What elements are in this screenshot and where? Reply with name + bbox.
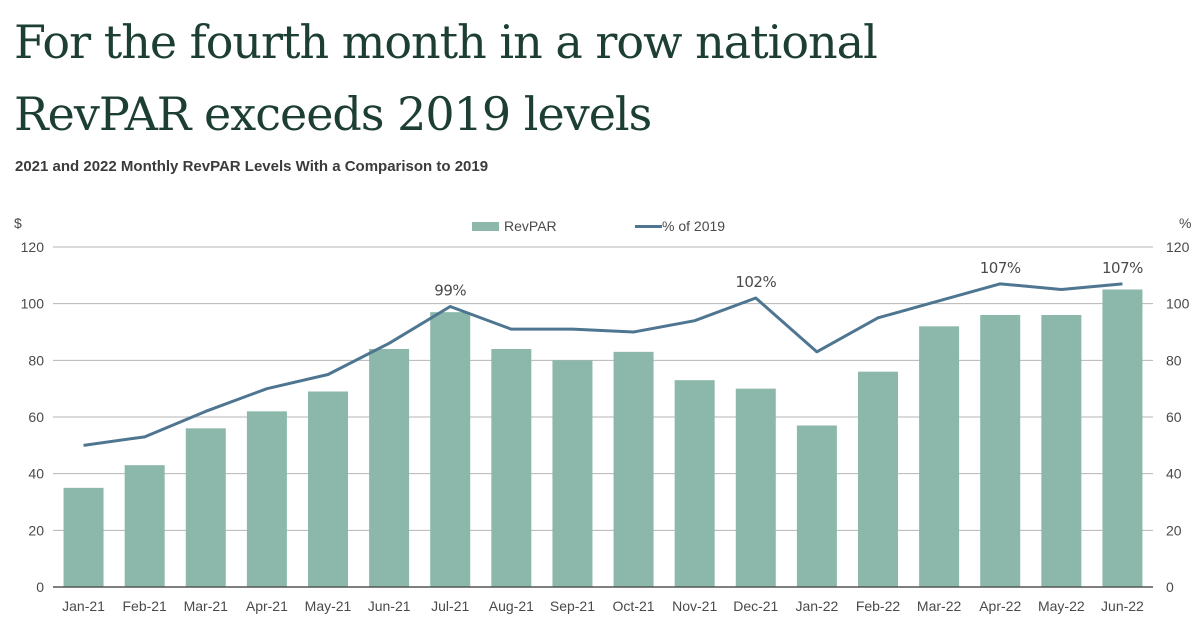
bar-jun-22 [1102,289,1143,587]
bar-mar-22 [919,326,960,587]
x-axis-tick-label: May-21 [305,598,352,614]
x-axis-tick-label: Sep-21 [550,598,595,614]
bar-nov-21 [674,380,715,587]
right-axis-tick-label: 120 [1166,239,1190,255]
title-line-1: For the fourth month in a row national [14,15,878,69]
bar-jun-21 [369,349,410,587]
x-axis-tick-label: Jun-21 [368,598,411,614]
pct-of-2019-line [83,282,1123,447]
x-axis-tick-label: Aug-21 [489,598,534,614]
left-axis-tick-label: 0 [36,579,44,595]
x-axis-tick-label: Jul-21 [431,598,469,614]
bar-oct-21 [613,351,654,587]
bar-jan-21 [63,487,104,587]
chart-subtitle: 2021 and 2022 Monthly RevPAR Levels With… [15,158,489,175]
left-axis-tick-label: 40 [28,466,44,482]
x-axis-ticks: Jan-21 Feb-21 Mar-21 Apr-21 May-21 Jun-21 Jul-… [62,598,1144,614]
x-axis-tick-label: Mar-21 [184,598,229,614]
left-axis-tick-label: 20 [28,522,44,538]
bar-jan-22 [796,425,837,587]
bar-may-22 [1041,315,1082,587]
x-axis-tick-label: Nov-21 [672,598,717,614]
annotation-label: 102% [735,273,776,291]
x-axis-tick-label: Feb-22 [856,598,901,614]
line-annotations: 99% 102% 107% 107% [434,259,1143,300]
bar-apr-21 [246,411,287,587]
bar-sep-21 [552,360,593,587]
x-axis-tick-label: Jun-22 [1101,598,1144,614]
bar-dec-21 [735,388,776,587]
right-axis-tick-label: 100 [1166,296,1190,312]
legend-item-pct-of-2019: % of 2019 [635,218,725,234]
x-axis-tick-label: Apr-21 [246,598,288,614]
legend-item-revpar: RevPAR [472,218,557,234]
right-axis-tick-label: 60 [1166,409,1182,425]
left-axis-tick-label: 100 [21,296,45,312]
bar-may-21 [308,391,348,587]
bar-apr-22 [980,315,1021,587]
legend: RevPAR % of 2019 [472,218,725,234]
annotation-label: 107% [980,259,1021,277]
bar-feb-22 [858,371,898,587]
left-axis-unit-label: $ [14,215,22,231]
bar-feb-21 [124,465,165,587]
x-axis-tick-label: Apr-22 [979,598,1021,614]
legend-swatch-bar [472,222,499,231]
right-axis-tick-label: 40 [1166,466,1182,482]
x-axis-tick-label: May-22 [1038,598,1085,614]
bar-jul-21 [430,312,471,587]
bar-aug-21 [491,349,532,587]
left-axis-tick-label: 60 [28,409,44,425]
left-axis-tick-label: 80 [28,352,44,368]
left-axis-tick-label: 120 [21,239,45,255]
right-axis-tick-label: 20 [1166,522,1182,538]
x-axis-tick-label: Feb-21 [122,598,167,614]
x-axis-tick-label: Oct-21 [613,598,655,614]
right-axis-tick-label: 80 [1166,352,1182,368]
right-axis-ticks: 0 20 40 60 80 100 120 [1166,239,1190,595]
x-axis-tick-label: Mar-22 [917,598,962,614]
legend-label-pct-of-2019: % of 2019 [662,218,725,234]
bar-mar-21 [185,428,226,587]
pct-of-2019-line-layer [83,282,1123,447]
annotation-label: 107% [1102,259,1143,277]
annotation-label: 99% [434,282,466,300]
x-axis-tick-label: Dec-21 [733,598,778,614]
left-axis-ticks: 0 20 40 60 80 100 120 [21,239,45,595]
legend-label-revpar: RevPAR [504,218,557,234]
x-axis-tick-label: Jan-22 [795,598,838,614]
right-axis-unit-label: % [1179,215,1191,231]
gridlines [53,246,1153,531]
page-title: For the fourth month in a row national R… [14,6,1014,150]
right-axis-tick-label: 0 [1166,579,1174,595]
revpar-bars [63,289,1143,587]
x-axis-tick-label: Jan-21 [62,598,105,614]
title-line-2: RevPAR exceeds 2019 levels [14,87,652,141]
